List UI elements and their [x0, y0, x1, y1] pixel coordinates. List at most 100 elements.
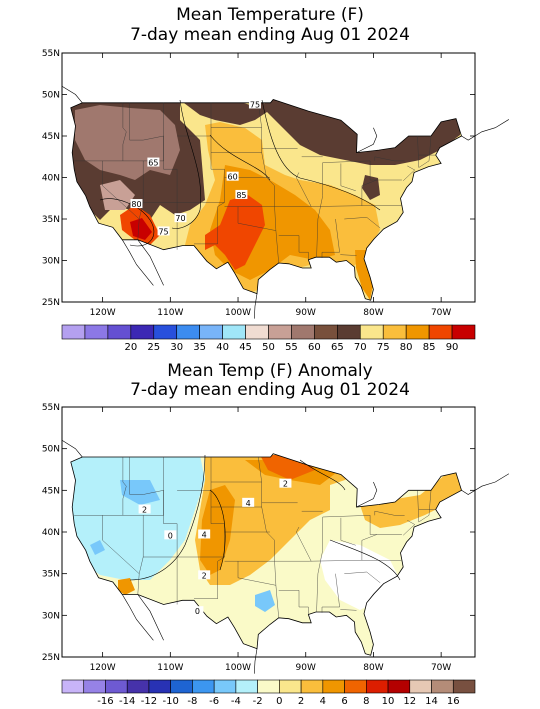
temperature-lon-labels: 120W 110W 100W 90W 80W 70W: [90, 53, 451, 318]
colorbar-swatch: [199, 324, 223, 340]
lon-label: 110W: [157, 663, 183, 673]
colorbar-swatch: [126, 679, 150, 694]
colorbar-label: 70: [354, 342, 367, 353]
lat-label: 45N: [42, 132, 60, 142]
state-border: [369, 515, 402, 535]
state-border: [137, 515, 144, 595]
colorbar-label: -14: [119, 696, 135, 707]
colorbar-label: -10: [163, 696, 179, 707]
colorbar-label: 10: [382, 696, 395, 707]
anomaly-lon-labels: 120W 110W 100W 90W 80W 70W: [90, 407, 451, 673]
coastline: [137, 239, 164, 286]
lon-label: 70W: [431, 663, 451, 673]
lon-label: 70W: [431, 308, 451, 318]
state-border: [321, 218, 340, 258]
colorbar-swatch: [431, 679, 454, 694]
state-border: [296, 526, 312, 562]
contour-label: 80: [131, 200, 141, 209]
contour-label-bg: [157, 226, 170, 236]
contour-label: 0: [195, 607, 200, 616]
coastline: [61, 85, 83, 103]
state-border: [278, 590, 309, 615]
colorbar-swatch: [409, 679, 432, 694]
temperature-lat-labels: 55N 50N 45N 40N 35N 30N 25N: [42, 49, 475, 308]
coastline: [461, 473, 510, 495]
colorbar-label: 12: [403, 696, 416, 707]
contour-label: 70: [175, 214, 185, 223]
anomaly-contour-labels: 2 4 2 0 4 2 0: [138, 478, 292, 616]
colorbar-swatch: [153, 324, 178, 340]
lat-label: 55N: [42, 49, 60, 59]
anomaly-lat-labels: 55N 50N 45N 40N 35N 30N 25N: [42, 403, 475, 663]
state-border: [322, 515, 371, 518]
temperature-map: 75 65 60 85 80 70 75 55N 50N 45N 40N 35N 30N 25N 120…: [42, 49, 510, 353]
colorbar-swatch: [105, 679, 128, 694]
colorbar-label: 30: [170, 342, 183, 353]
state-border: [194, 457, 225, 599]
lon-label: 100W: [225, 308, 251, 318]
contour-label: 4: [246, 499, 251, 508]
contour-label-bg: [235, 189, 248, 199]
colorbar-swatch: [451, 324, 476, 340]
colorbar-label: 85: [423, 342, 436, 353]
colorbar-label: 55: [285, 342, 298, 353]
state-border: [122, 457, 127, 516]
colorbar-label: -8: [187, 696, 197, 707]
contour-label: 85: [236, 191, 246, 200]
contour-label-bg: [174, 213, 187, 223]
state-border: [129, 102, 164, 141]
state-border: [321, 573, 340, 613]
colorbar-label: 75: [377, 342, 390, 353]
colorbar-swatch: [279, 679, 302, 694]
colorbar-swatch: [337, 324, 361, 340]
colorbar-swatch: [405, 324, 430, 340]
coastline: [122, 239, 154, 286]
temperature-contour-labels: 75 65 60 85 80 70 75: [130, 99, 261, 236]
colorbar-label: 45: [239, 342, 252, 353]
contour-label: 65: [148, 159, 158, 168]
colorbar-swatch: [314, 324, 338, 340]
colorbar-swatch: [84, 324, 109, 340]
coastline: [356, 481, 378, 508]
colorbar-swatch: [213, 679, 237, 694]
colorbar-swatch: [61, 324, 86, 340]
lon-label: 90W: [296, 663, 316, 673]
colorbar-label: 60: [308, 342, 321, 353]
lon-label: 110W: [157, 308, 183, 318]
state-border: [417, 490, 432, 523]
bottom-map-title-line1: Mean Temp (F) Anomaly: [167, 361, 373, 381]
lat-label: 55N: [42, 403, 60, 413]
colorbar-label: 14: [425, 696, 438, 707]
colorbar-swatch: [130, 324, 155, 340]
lat-label: 50N: [42, 445, 60, 455]
lat-label: 35N: [42, 215, 60, 225]
lon-label: 80W: [363, 308, 383, 318]
contour-label: 2: [202, 571, 207, 580]
colorbar-swatch: [366, 679, 389, 694]
colorbar-label: -6: [209, 696, 219, 707]
state-border: [274, 560, 402, 562]
lat-label: 45N: [42, 486, 60, 496]
lon-label: 120W: [90, 308, 116, 318]
lat-label: 35N: [42, 570, 60, 580]
colorbar-swatch: [344, 679, 367, 694]
state-border: [344, 571, 381, 583]
state-border: [237, 561, 276, 586]
state-border: [237, 206, 276, 231]
lat-label: 30N: [42, 611, 60, 621]
contour-label-bg: [191, 606, 204, 616]
lat-label: 25N: [42, 653, 60, 663]
lat-label: 30N: [42, 257, 60, 267]
colorbar-label: 8: [363, 696, 369, 707]
colorbar-label: 90: [446, 342, 459, 353]
colorbar-swatch: [235, 679, 258, 694]
anomaly-colorbar: -16 -14 -12 -10 -8 -6 -4 -2 0 2 4 6 8 10 12 14 16: [61, 679, 476, 707]
anomaly-contours: [129, 454, 401, 581]
contour-label-bg: [198, 529, 211, 539]
colorbar-label: 20: [124, 342, 137, 353]
colorbar-label: 35: [193, 342, 206, 353]
contour-label: 75: [250, 100, 260, 109]
colorbar-label: 50: [262, 342, 275, 353]
state-border: [102, 160, 140, 220]
